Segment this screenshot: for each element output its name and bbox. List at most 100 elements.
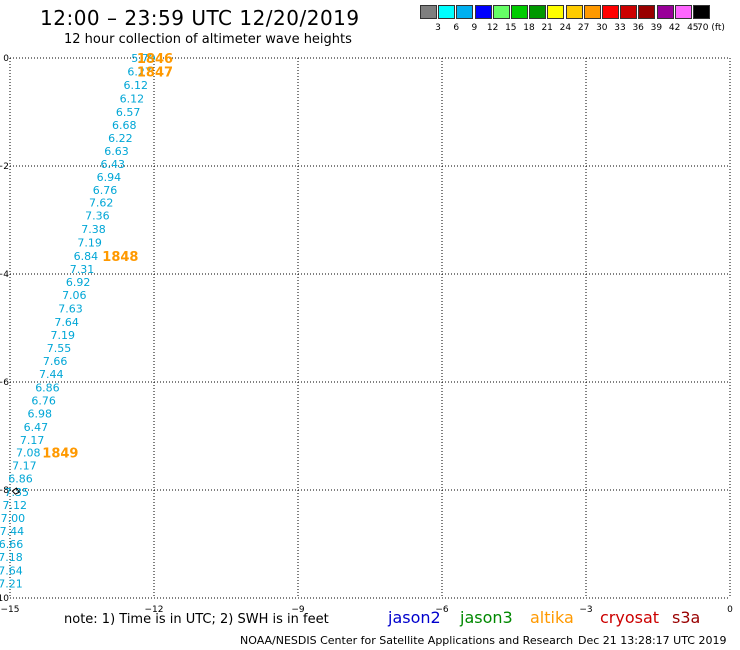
legend-label: 30 (596, 23, 608, 33)
wave-height-label: 6.12 (120, 93, 145, 106)
legend-label: 21 (541, 23, 553, 33)
wave-height-label: 7.38 (81, 223, 106, 236)
legend-swatch (529, 5, 547, 19)
wave-height-label: 7.44 (39, 368, 64, 381)
generation-timestamp: Dec 21 13:28:17 UTC 2019 (578, 634, 727, 647)
wave-height-label: 6.47 (24, 421, 49, 434)
legend-label: 70 (ft) (697, 23, 725, 33)
legend-label: 9 (471, 23, 478, 33)
legend-label: 12 (486, 23, 499, 33)
pass-time-label: 1846 (137, 52, 173, 67)
legend-swatch (547, 5, 565, 19)
wave-height-label: 7.62 (89, 197, 114, 210)
wave-height-label: 7.64 (0, 564, 23, 577)
legend-label: 45 (687, 23, 699, 33)
y-tick-label: −10 (0, 594, 9, 604)
legend-label: 42 (668, 23, 681, 33)
mission-jason3: jason3 (460, 608, 513, 627)
wave-height-label: 6.92 (66, 276, 91, 289)
wave-height-label: 7.19 (77, 237, 102, 250)
wave-height-label: 7.08 (16, 447, 41, 460)
legend-label: 36 (632, 23, 644, 33)
wave-height-label: 6.12 (124, 79, 149, 92)
wave-height-label: 7.66 (43, 355, 68, 368)
y-tick-label: −4 (0, 270, 9, 280)
wave-height-label: 6.98 (28, 407, 53, 420)
wave-height-label: 7.00 (1, 512, 26, 525)
x-tick-label: −3 (579, 605, 592, 615)
wave-height-label: 7.36 (85, 210, 110, 223)
x-tick-label: −6 (435, 605, 449, 615)
legend-swatch (420, 5, 437, 19)
legend-swatch (693, 5, 710, 19)
wave-height-label: 6.43 (100, 158, 125, 171)
wave-height-label: 6.27 (127, 66, 152, 79)
y-tick-label: 0 (3, 54, 9, 64)
page-title: 12:00 – 23:59 UTC 12/20/2019 (40, 6, 360, 30)
wave-height-label: 7.06 (62, 289, 87, 302)
wave-height-label: 5.79 (131, 52, 156, 65)
wave-height-label: 6.76 (93, 184, 118, 197)
mission-jason2: jason2 (388, 608, 441, 627)
wave-height-label: 7.44 (0, 525, 24, 538)
wave-height-label: 7.12 (3, 499, 28, 512)
wave-height-label: 6.66 (0, 538, 23, 551)
legend-label: 24 (559, 23, 572, 33)
mission-s3a: s3a (672, 608, 701, 627)
legend-swatch (511, 5, 528, 19)
legend-swatch (583, 5, 601, 19)
legend-label: 18 (523, 23, 535, 33)
wave-height-label: 7.35 (4, 486, 29, 499)
legend-swatch (638, 5, 656, 19)
legend-label: 6 (453, 23, 460, 33)
color-scale-legend: 3 6 9 12 15 18 21 24 27 30 33 36 39 42 45 70 (ft) (420, 5, 728, 35)
mission-cryosat: cryosat (600, 608, 660, 627)
pass-time-label: 1847 (137, 66, 173, 81)
wave-height-label: 6.63 (104, 145, 129, 158)
legend-swatch (656, 5, 674, 19)
page-subtitle: 12 hour collection of altimeter wave hei… (64, 32, 352, 47)
footnote: note: 1) Time is in UTC; 2) SWH is in fe… (64, 612, 329, 627)
wave-height-label: 7.19 (51, 329, 76, 342)
coastline-fragment (11, 487, 21, 495)
wave-height-label: 6.94 (97, 171, 122, 184)
wave-height-label: 7.21 (0, 577, 23, 590)
legend-swatch (674, 5, 692, 19)
legend-label: 15 (505, 23, 517, 33)
wave-height-label: 7.31 (70, 263, 95, 276)
legend-swatch (620, 5, 638, 19)
x-tick-label: −12 (145, 605, 164, 615)
legend-swatch (438, 5, 456, 19)
x-tick-label: 0 (727, 605, 733, 615)
pass-time-label: 1848 (102, 250, 138, 265)
wave-height-label: 6.22 (108, 132, 133, 145)
y-tick-label: −6 (0, 378, 9, 388)
x-tick-label: −15 (1, 605, 20, 615)
wave-height-label: 6.86 (8, 473, 33, 486)
wave-height-label: 6.68 (112, 119, 137, 132)
wave-height-label: 7.63 (58, 303, 83, 316)
credit-line: NOAA/NESDIS Center for Satellite Applica… (240, 634, 574, 647)
wave-height-label: 6.76 (31, 394, 56, 407)
legend-label: 39 (650, 23, 663, 33)
wave-height-label: 7.17 (20, 434, 45, 447)
legend-swatch (602, 5, 619, 19)
legend-label: 27 (577, 23, 590, 33)
legend-label: 33 (614, 23, 626, 33)
legend-swatch (456, 5, 474, 19)
mission-altika: altika (530, 608, 574, 627)
wave-height-label: 7.18 (0, 551, 23, 564)
legend-swatch (565, 5, 583, 19)
wave-height-label: 7.64 (54, 316, 79, 329)
legend-swatch (492, 5, 510, 19)
legend-swatch (474, 5, 492, 19)
y-tick-label: −8 (0, 486, 9, 496)
wave-height-label: 7.55 (47, 342, 72, 355)
y-tick-label: −2 (0, 162, 9, 172)
wave-height-label: 6.86 (35, 381, 60, 394)
wave-height-label: 6.57 (116, 106, 141, 119)
x-tick-label: −9 (291, 605, 305, 615)
legend-label: 3 (435, 23, 441, 33)
pass-time-label: 1849 (42, 447, 78, 462)
